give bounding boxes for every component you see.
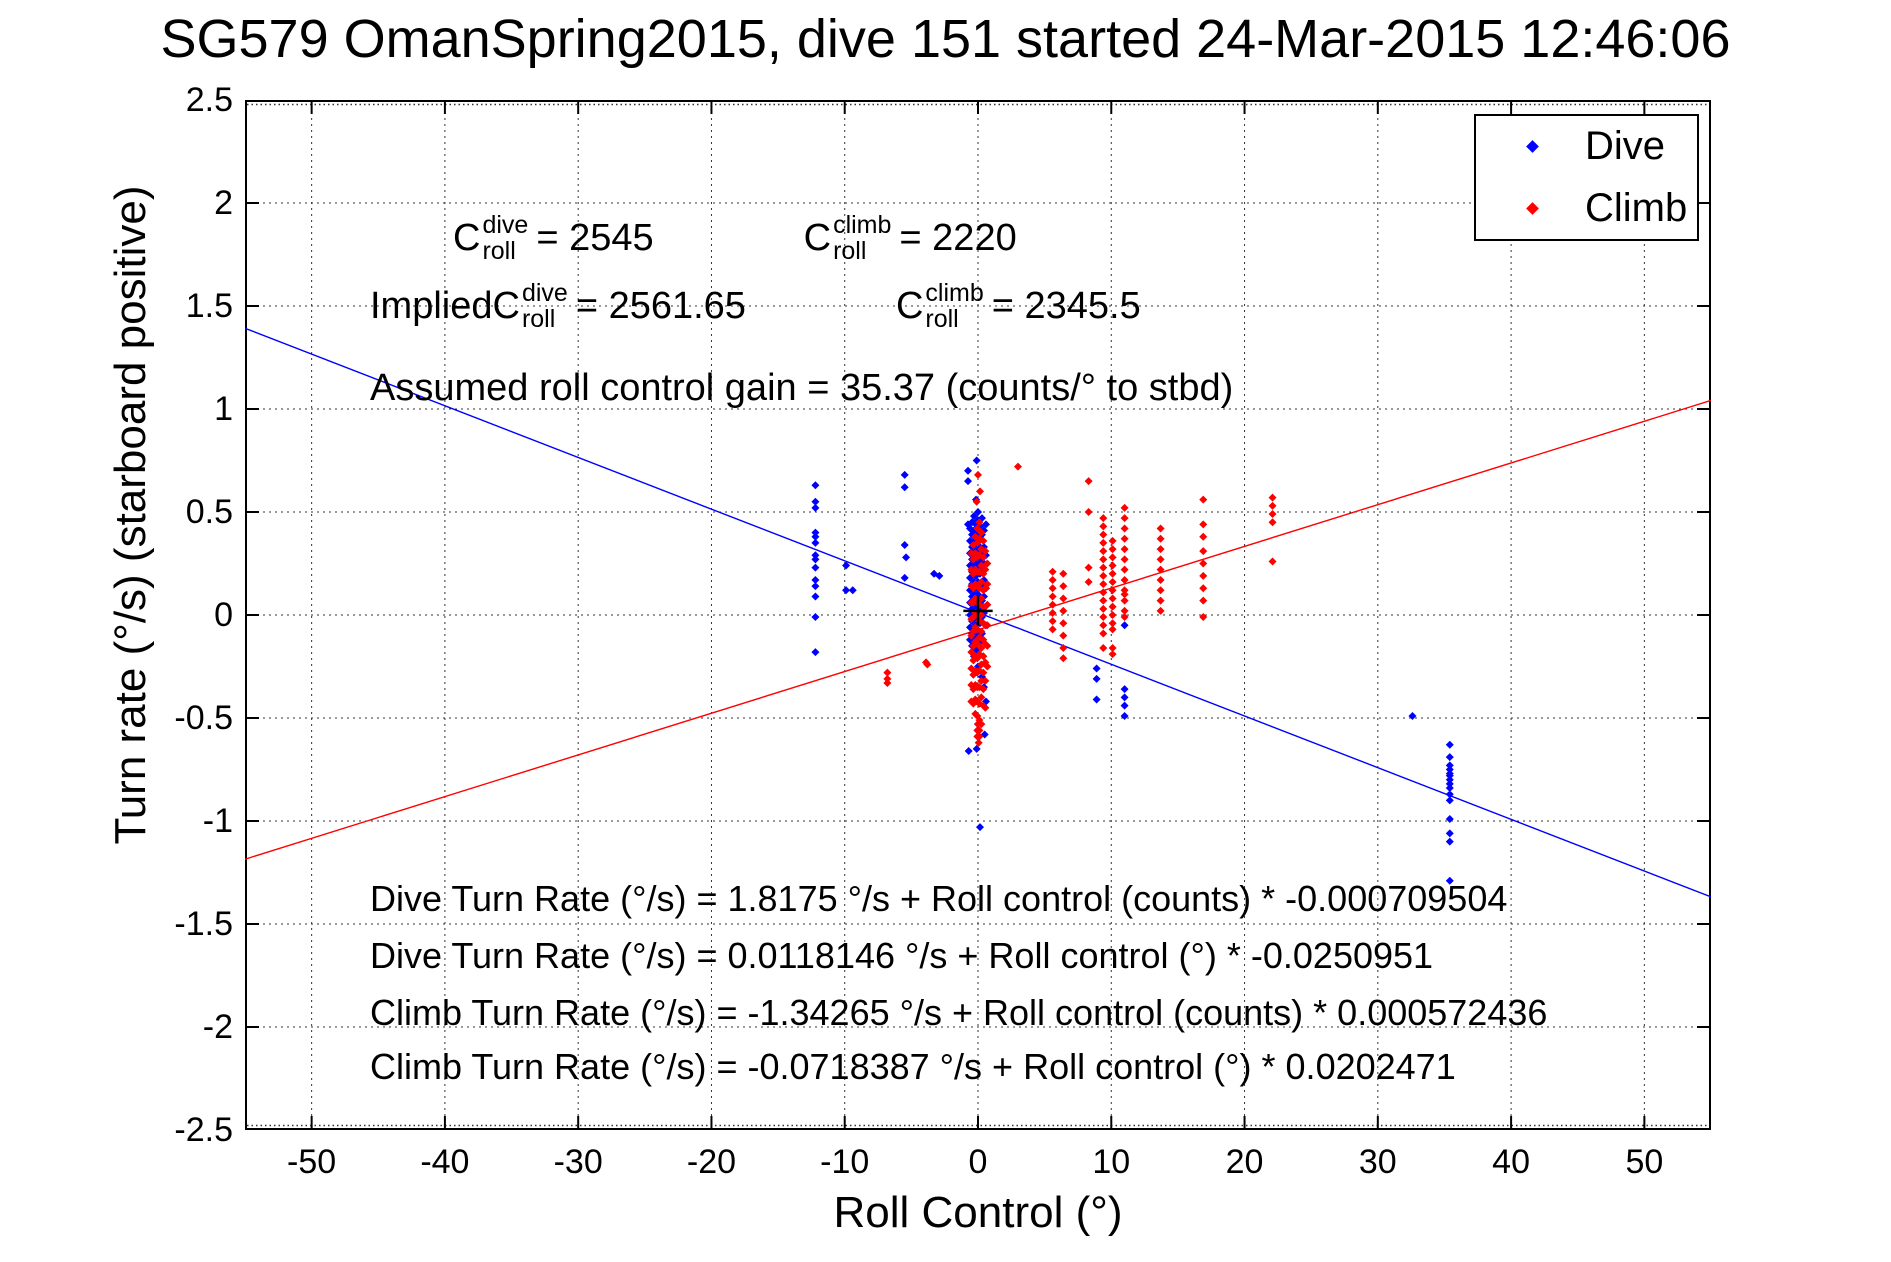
y-tick-2.5: 2.5: [185, 81, 233, 119]
plot-area: [245, 100, 1711, 1130]
croll-scripts: climb roll: [925, 280, 983, 332]
y-tick-0: 0: [214, 596, 233, 634]
croll-value: = 2220: [899, 216, 1017, 259]
x-tick-30: 30: [1358, 1143, 1397, 1181]
x-tick-10: 10: [1092, 1143, 1131, 1181]
croll-sub: roll: [925, 305, 959, 333]
x-tick--30: -30: [553, 1143, 603, 1181]
y-tick--2: -2: [202, 1008, 233, 1046]
legend-item-climb: Climb: [1476, 183, 1697, 233]
annotation-croll-implied: Implied C dive roll = 2561.65 C climb ro…: [370, 280, 1141, 332]
plot-title: SG579 OmanSpring2015, dive 151 started 2…: [160, 9, 1731, 69]
annotation-croll-commanded: C dive roll = 2545 C climb roll = 2220: [453, 212, 1017, 264]
x-tick-0: 0: [968, 1143, 988, 1181]
croll-sub: roll: [833, 237, 867, 265]
climb-marker-icon: [1526, 201, 1539, 215]
croll-sup: dive: [521, 279, 568, 307]
legend-item-dive: Dive: [1476, 122, 1697, 172]
y-tick--1: -1: [202, 802, 233, 840]
x-tick--10: -10: [820, 1143, 870, 1181]
y-tick-1: 1: [214, 390, 233, 428]
annotation-roll-gain: Assumed roll control gain = 35.37 (count…: [370, 367, 1234, 409]
x-tick-50: 50: [1625, 1143, 1664, 1181]
croll-value: = 2561.65: [575, 284, 746, 327]
y-tick-2: 2: [214, 184, 233, 222]
croll-sup: dive: [482, 211, 529, 239]
croll-base: C: [895, 284, 924, 327]
croll-scripts: climb roll: [833, 212, 891, 264]
x-tick--50: -50: [287, 1143, 337, 1181]
y-tick-0.5: 0.5: [185, 493, 233, 531]
croll-climb-group: C climb roll = 2220: [804, 212, 1017, 264]
y-tick--0.5: -0.5: [174, 699, 233, 737]
croll-dive-group: C dive roll = 2561.65: [493, 280, 746, 332]
croll-sub: roll: [521, 305, 556, 333]
x-tick-20: 20: [1225, 1143, 1264, 1181]
croll-value: = 2545: [536, 216, 654, 259]
x-tick--20: -20: [686, 1143, 737, 1181]
equation-dive-degrees: Dive Turn Rate (°/s) = 0.0118146 °/s + R…: [370, 935, 1434, 976]
croll-scripts: dive roll: [482, 212, 528, 264]
equation-climb-degrees: Climb Turn Rate (°/s) = -0.0718387 °/s +…: [370, 1046, 1456, 1087]
legend-label-climb: Climb: [1585, 185, 1688, 230]
y-tick--2.5: -2.5: [174, 1111, 233, 1149]
x-tick-40: 40: [1492, 1143, 1530, 1181]
implied-prefix: Implied: [370, 284, 493, 327]
croll-scripts: dive roll: [522, 280, 568, 332]
x-axis-label: Roll Control (°): [833, 1188, 1123, 1237]
croll-sub: roll: [482, 237, 516, 265]
y-tick-1.5: 1.5: [185, 287, 233, 325]
scatter-dive: [811, 456, 1454, 885]
equation-climb-counts: Climb Turn Rate (°/s) = -1.34265 °/s + R…: [370, 992, 1548, 1033]
dive-marker-icon: [1526, 140, 1539, 154]
scatter-climb: [883, 462, 1277, 747]
x-tick--40: -40: [420, 1143, 470, 1181]
croll-sup: climb: [833, 211, 892, 239]
croll-base: C: [803, 216, 832, 259]
croll-climb-group: C climb roll = 2345.5: [896, 280, 1141, 332]
croll-dive-group: C dive roll = 2545: [453, 212, 654, 264]
y-tick--1.5: -1.5: [174, 905, 233, 943]
legend: Dive Climb: [1474, 114, 1699, 241]
equation-dive-counts: Dive Turn Rate (°/s) = 1.8175 °/s + Roll…: [370, 878, 1508, 919]
croll-base: C: [492, 284, 520, 327]
croll-sup: climb: [925, 279, 984, 307]
croll-value: = 2345.5: [991, 284, 1141, 327]
croll-base: C: [453, 216, 481, 259]
legend-label-dive: Dive: [1585, 124, 1666, 169]
